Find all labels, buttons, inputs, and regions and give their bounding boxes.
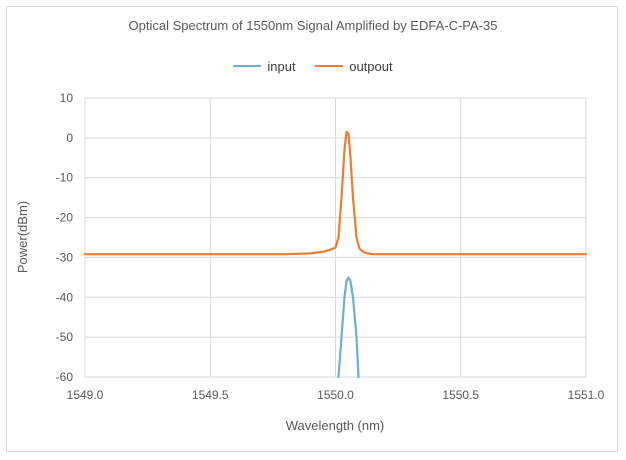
y-tick-label: -50 [56, 330, 74, 344]
x-tick-label: 1549.0 [67, 388, 104, 402]
tick-layer: 10 0 -10 -20 -30 -40 -50 -60 1549.0 1549.5 1550.0 1… [56, 91, 605, 402]
grid-layer [84, 97, 587, 378]
y-tick-label: -40 [56, 290, 74, 304]
y-tick-label: -60 [56, 370, 74, 384]
y-tick-label: -10 [56, 171, 74, 185]
y-tick-label: -20 [56, 211, 74, 225]
y-tick-label: 10 [60, 91, 74, 105]
legend-item-outpout: outpout [315, 58, 393, 74]
legend-item-input: input [233, 58, 296, 74]
x-tick-label: 1549.5 [192, 388, 229, 402]
x-tick-label: 1550.5 [442, 388, 479, 402]
x-axis-title: Wavelength (nm) [286, 418, 385, 433]
y-tick-label: 0 [66, 131, 73, 145]
series-line-outpout [83, 130, 588, 256]
series-layer [83, 130, 588, 379]
x-tick-label: 1551.0 [568, 388, 605, 402]
legend-label-input: input [267, 58, 296, 74]
legend-label-outpout: outpout [349, 58, 393, 74]
y-tick-label: -30 [56, 250, 74, 264]
chart-frame [6, 6, 618, 452]
y-axis-title: Power(dBm) [15, 201, 30, 273]
x-tick-label: 1550.0 [317, 388, 354, 402]
chart-title: Optical Spectrum of 1550nm Signal Amplif… [128, 18, 498, 33]
legend-swatch-input [233, 65, 262, 67]
legend-swatch-outpout [315, 65, 344, 67]
chart-legend: input outpout [0, 55, 626, 74]
series-line-input [337, 276, 360, 379]
